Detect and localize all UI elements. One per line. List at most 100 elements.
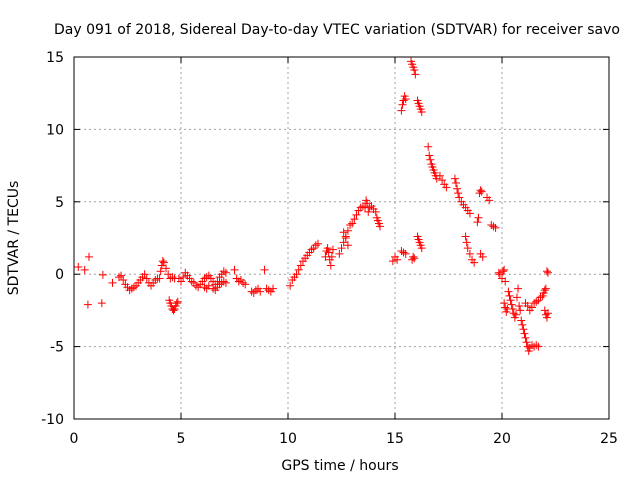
data-point: [169, 306, 178, 315]
data-point: [425, 151, 434, 160]
data-point: [260, 265, 269, 274]
data-point: [74, 262, 83, 271]
data-point: [337, 244, 346, 253]
x-tick-label: 10: [279, 431, 297, 447]
data-point: [532, 341, 541, 350]
data-point: [424, 142, 433, 151]
data-point: [454, 189, 463, 198]
data-point: [501, 277, 510, 286]
data-point: [506, 296, 515, 305]
data-point: [346, 220, 355, 229]
data-point: [327, 252, 336, 261]
data-point: [417, 244, 426, 253]
data-point: [326, 261, 335, 270]
grid: [74, 57, 609, 419]
data-point: [401, 249, 410, 258]
data-point: [172, 299, 181, 308]
data-point: [465, 209, 474, 218]
data-point: [476, 186, 485, 195]
data-point: [509, 309, 518, 318]
data-point: [307, 245, 316, 254]
data-point: [230, 265, 239, 274]
data-point: [114, 273, 123, 282]
y-tick-label: 15: [46, 50, 64, 66]
data-point: [409, 252, 418, 261]
data-point: [514, 284, 523, 293]
data-point: [501, 303, 510, 312]
data-point: [397, 247, 406, 256]
x-tick-label: 0: [70, 431, 79, 447]
data-point: [532, 297, 541, 306]
data-point: [376, 222, 385, 231]
data-point: [461, 232, 470, 241]
data-point: [478, 252, 487, 261]
data-points: [74, 57, 553, 355]
data-point: [292, 270, 301, 279]
data-point: [521, 333, 530, 342]
data-point: [477, 187, 486, 196]
data-point: [311, 241, 320, 250]
data-point: [286, 281, 295, 290]
data-point: [426, 155, 435, 164]
data-point: [313, 239, 322, 248]
data-point: [365, 203, 374, 212]
data-point: [399, 248, 408, 257]
data-point: [352, 210, 361, 219]
data-point: [140, 270, 149, 279]
data-point: [536, 293, 545, 302]
data-point: [371, 207, 380, 216]
data-point: [294, 265, 303, 274]
data-point: [159, 258, 168, 267]
data-point: [215, 280, 224, 289]
data-point: [156, 267, 165, 276]
data-point: [485, 196, 494, 205]
data-point: [473, 218, 482, 227]
data-point: [388, 257, 397, 266]
y-tick-label: 10: [46, 122, 64, 138]
data-point: [435, 171, 444, 180]
x-tick-label: 5: [177, 431, 186, 447]
data-point: [544, 309, 553, 318]
data-point: [125, 286, 134, 295]
data-point: [251, 286, 260, 295]
data-point: [517, 316, 526, 325]
data-point: [534, 342, 543, 351]
data-point: [129, 283, 138, 292]
data-point: [296, 261, 305, 270]
x-tick-label: 15: [386, 431, 404, 447]
data-point: [241, 280, 250, 289]
data-point: [515, 302, 524, 311]
y-tick-label: 5: [55, 195, 64, 211]
data-point: [234, 277, 243, 286]
data-point: [542, 313, 551, 322]
data-point: [80, 265, 89, 274]
data-point: [219, 267, 228, 276]
data-point: [324, 248, 333, 257]
y-tick-label: -10: [41, 412, 64, 428]
plot-frame: [73, 56, 610, 420]
data-point: [191, 281, 200, 290]
data-point: [527, 303, 536, 312]
data-point: [341, 234, 350, 242]
data-point: [544, 268, 553, 277]
data-point: [438, 176, 447, 185]
data-point: [247, 287, 256, 296]
data-point: [411, 70, 420, 79]
data-point: [173, 297, 182, 306]
data-point: [463, 244, 472, 253]
data-point: [453, 184, 462, 193]
data-point: [323, 244, 332, 253]
data-point: [470, 258, 479, 267]
data-point: [542, 267, 551, 276]
data-point: [221, 268, 230, 277]
data-point: [335, 249, 344, 258]
data-point: [530, 299, 539, 308]
data-point: [451, 178, 460, 187]
data-point: [397, 106, 406, 115]
data-point: [151, 275, 160, 284]
data-point: [348, 219, 357, 228]
data-point: [465, 249, 474, 258]
data-point: [219, 277, 228, 286]
data-point: [455, 193, 464, 202]
data-point: [84, 252, 93, 261]
